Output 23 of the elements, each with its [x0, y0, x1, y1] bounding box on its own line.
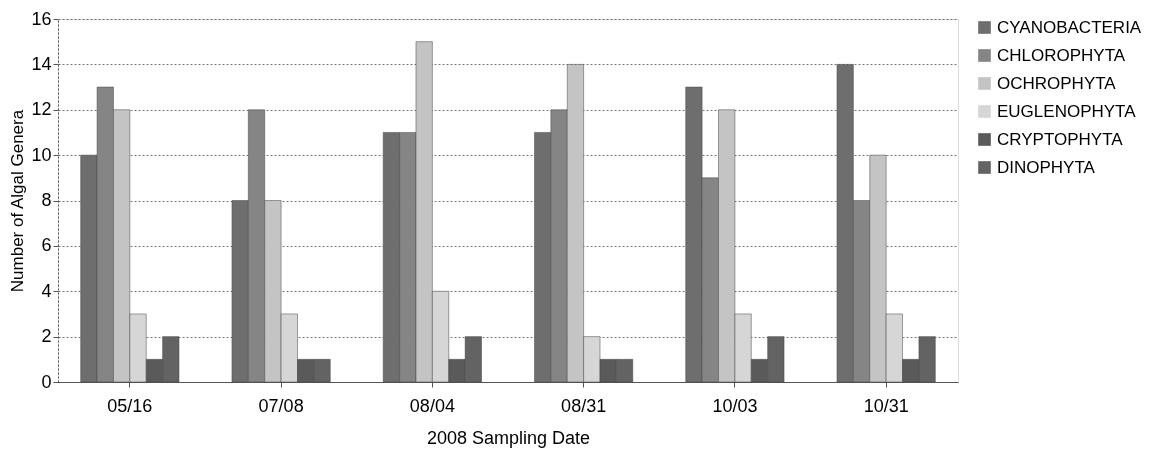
x-tick-label: 07/08 [258, 395, 304, 416]
legend-label: DINOPHYTA [997, 157, 1096, 177]
y-tick-label: 0 [41, 371, 52, 392]
x-tick-label: 10/31 [863, 395, 909, 416]
x-axis-title: 2008 Sampling Date [426, 427, 591, 448]
y-tick-label: 12 [31, 99, 52, 120]
y-tick-label: 6 [41, 235, 52, 256]
y-tick-label: 16 [31, 8, 52, 29]
x-tick-label: 05/16 [107, 395, 153, 416]
x-tick-label: 08/31 [561, 395, 607, 416]
legend-label: CYANOBACTERIA [997, 17, 1142, 37]
y-tick-label: 8 [41, 190, 52, 210]
y-tick-label: 4 [41, 280, 52, 301]
y-tick-label: 10 [31, 144, 52, 165]
legend-label: CRYPTOPHYTA [997, 129, 1124, 149]
legend-label: OCHROPHYTA [997, 73, 1117, 93]
x-tick-label: 08/04 [409, 395, 455, 416]
y-tick-label: 14 [31, 53, 52, 74]
legend-label: CHLOROPHYTA [997, 45, 1126, 65]
legend-label: EUGLENOPHYTA [997, 101, 1137, 121]
x-tick-label: 10/03 [712, 395, 758, 416]
y-axis-title: Number of Algal Genera [8, 109, 28, 293]
y-tick-label: 2 [41, 326, 52, 347]
